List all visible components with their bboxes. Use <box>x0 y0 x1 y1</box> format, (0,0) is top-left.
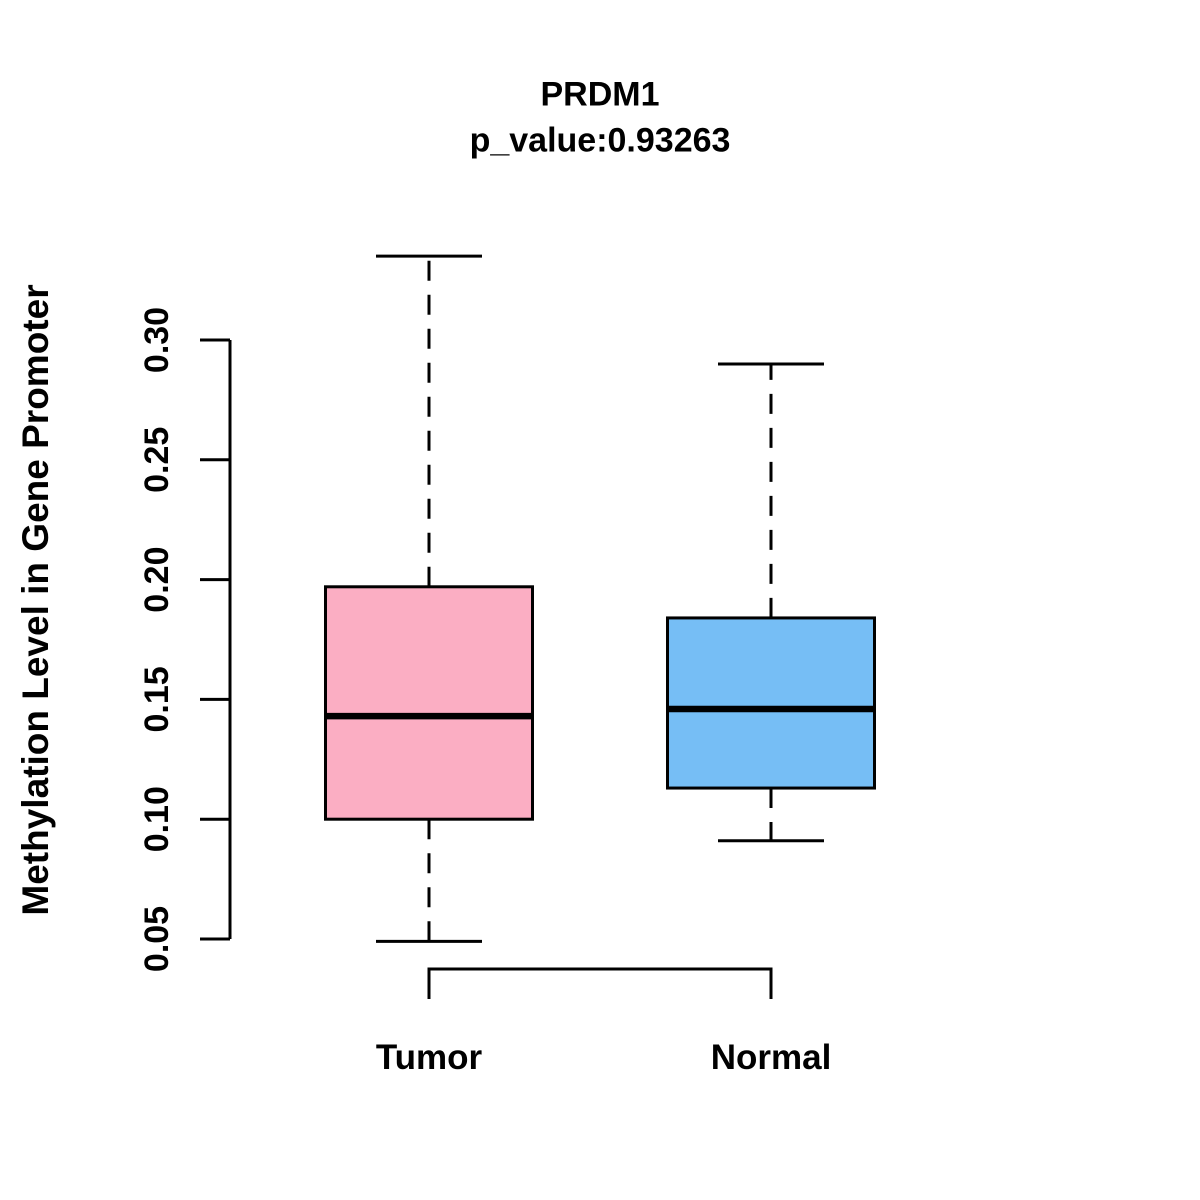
x-category-label-tumor: Tumor <box>375 1038 483 1077</box>
iqr-box-tumor <box>324 585 534 821</box>
y-tick-label: 0.30 <box>138 307 176 373</box>
y-tick-label: 0.20 <box>138 547 176 613</box>
comparison-bracket <box>427 967 773 999</box>
x-category-label-normal: Normal <box>710 1038 832 1077</box>
iqr-box-normal <box>666 616 876 790</box>
y-tick-label: 0.15 <box>138 666 176 732</box>
y-tick-label: 0.25 <box>138 427 176 493</box>
chart-title: PRDM1 <box>540 75 660 114</box>
chart-subtitle: p_value:0.93263 <box>469 121 731 160</box>
y-tick-label: 0.10 <box>138 786 176 852</box>
y-tick-label: 0.05 <box>138 906 176 972</box>
